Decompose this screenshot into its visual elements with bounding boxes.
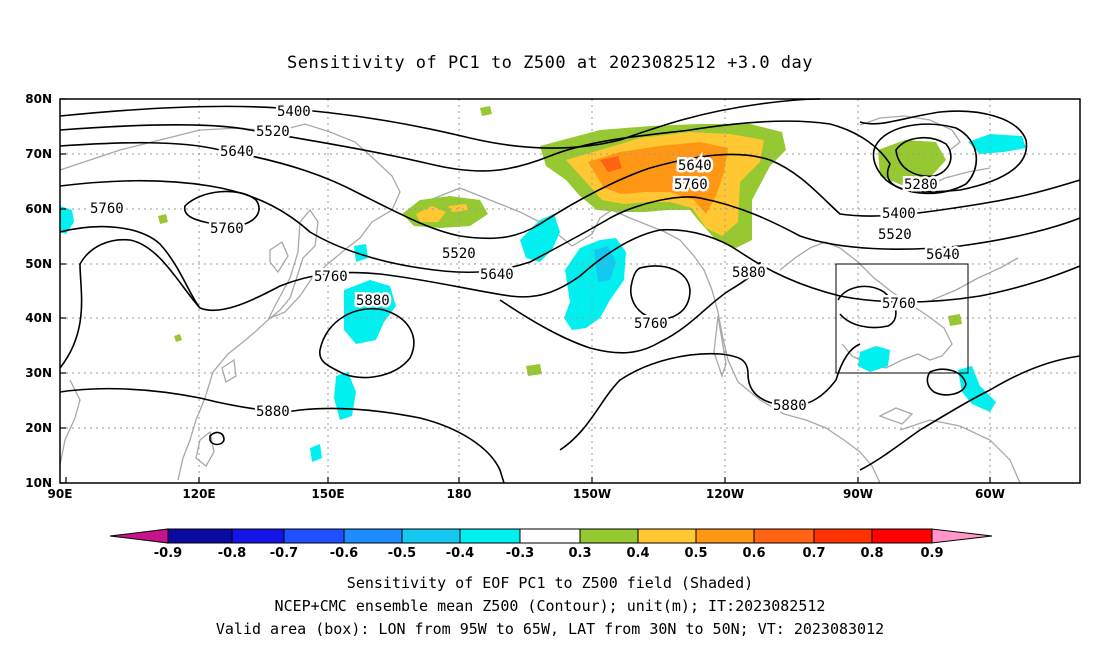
geopotential-contours	[59, 98, 1081, 484]
colorbar-label: -0.7	[270, 546, 298, 561]
lat-gridlines	[60, 153, 1080, 429]
contour-label: 5760	[314, 269, 348, 285]
colorbar-high-arrow	[931, 528, 993, 544]
contour-label: 5520	[256, 124, 290, 140]
contour-label: 5640	[678, 158, 712, 174]
colorbar-box	[637, 528, 697, 544]
colorbar-box	[579, 528, 639, 544]
colorbar-box	[695, 528, 755, 544]
colorbar-box	[813, 528, 873, 544]
colorbar-label: 0.8	[860, 546, 883, 561]
lon-tick-label: 180	[446, 487, 471, 501]
lon-tick-label: 120E	[182, 487, 215, 501]
colorbar-label: 0.6	[742, 546, 765, 561]
colorbar-low-arrow	[109, 528, 169, 544]
lat-tick-label: 70N	[25, 147, 52, 161]
lat-tick-label: 30N	[25, 366, 52, 380]
contour-labels: 5400 5520 5640 5760 5760 5520 5640 5760 …	[88, 102, 963, 423]
colorbar-label: 0.5	[684, 546, 707, 561]
colorbar-box	[753, 528, 815, 544]
lat-tick-label: 50N	[25, 257, 52, 271]
colorbar-box	[401, 528, 461, 544]
contour-label: 5400	[277, 104, 311, 120]
contour-label: 5760	[90, 201, 124, 217]
lon-tick-label: 90E	[48, 487, 73, 501]
lon-tick-label: 150W	[573, 487, 611, 501]
contour-label: 5640	[220, 144, 254, 160]
footer-line: Valid area (box): LON from 95W to 65W, L…	[216, 620, 884, 638]
contour-label: 5880	[773, 398, 807, 414]
colorbar-box	[167, 528, 233, 544]
contour-label: 5760	[634, 316, 668, 332]
contour-label: 5280	[904, 177, 938, 193]
colorbar-box	[231, 528, 285, 544]
lat-tick-label: 80N	[25, 92, 52, 106]
colorbar-box	[459, 528, 521, 544]
lon-tick-label: 150E	[311, 487, 344, 501]
lat-axis: 80N 70N 60N 50N 40N 30N 20N 10N	[25, 92, 66, 490]
colorbar-box	[283, 528, 345, 544]
lat-tick-label: 10N	[25, 476, 52, 490]
contour-label: 5880	[256, 404, 290, 420]
contour-label: 5520	[878, 227, 912, 243]
colorbar: -0.9 -0.8 -0.7 -0.6 -0.5 -0.4 -0.3 0.3 0…	[109, 528, 993, 561]
colorbar-label: -0.8	[218, 546, 246, 561]
colorbar-box	[519, 528, 581, 544]
lat-tick-label: 60N	[25, 202, 52, 216]
lat-tick-label: 20N	[25, 421, 52, 435]
lon-gridlines	[198, 99, 991, 483]
colorbar-box	[343, 528, 403, 544]
lon-tick-label: 120W	[706, 487, 744, 501]
contour-label: 5520	[442, 246, 476, 262]
colorbar-box	[871, 528, 933, 544]
contour-label: 5880	[732, 265, 766, 281]
valid-area-box	[835, 263, 969, 374]
colorbar-label: -0.5	[388, 546, 416, 561]
colorbar-label: 0.4	[626, 546, 649, 561]
colorbar-label: 0.7	[802, 546, 825, 561]
map-frame	[59, 98, 1081, 484]
colorbar-label: -0.3	[506, 546, 534, 561]
lon-axis: 90E 120E 150E 180 150W 120W 90W 60W	[48, 477, 1005, 501]
lat-tick-label: 40N	[25, 311, 52, 325]
colorbar-label: 0.3	[568, 546, 591, 561]
colorbar-label: 0.9	[920, 546, 943, 561]
contour-label: 5640	[926, 247, 960, 263]
contour-label: 5640	[480, 267, 514, 283]
colorbar-label: -0.6	[330, 546, 358, 561]
footer-caption: Sensitivity of EOF PC1 to Z500 field (Sh…	[216, 574, 884, 638]
map-panel: 5400 5520 5640 5760 5760 5520 5640 5760 …	[25, 92, 1081, 501]
contour-label: 5880	[356, 293, 390, 309]
contour-label: 5760	[882, 296, 916, 312]
contour-label: 5760	[210, 221, 244, 237]
figure-title: Sensitivity of PC1 to Z500 at 2023082512…	[287, 53, 813, 73]
footer-line: NCEP+CMC ensemble mean Z500 (Contour); u…	[275, 597, 826, 615]
lon-tick-label: 60W	[975, 487, 1005, 501]
colorbar-label: -0.4	[446, 546, 474, 561]
contour-label: 5400	[882, 206, 916, 222]
colorbar-label: -0.9	[154, 546, 182, 561]
lon-tick-label: 90W	[843, 487, 873, 501]
contour-label: 5760	[674, 177, 708, 193]
footer-line: Sensitivity of EOF PC1 to Z500 field (Sh…	[347, 574, 753, 592]
